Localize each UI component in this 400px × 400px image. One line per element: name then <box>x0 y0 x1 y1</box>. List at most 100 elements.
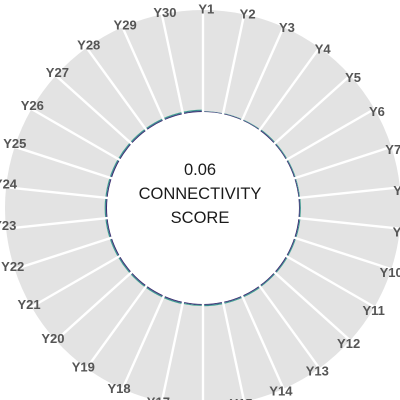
bar-Y1-series-1 <box>203 111 224 115</box>
separator-25 <box>12 145 114 180</box>
bar-Y12-series-3 <box>260 273 276 288</box>
tick-label-Y20: Y20 <box>41 331 64 346</box>
bar-Y5-series-1 <box>274 143 287 160</box>
data-bars <box>104 109 301 307</box>
center-title-line2: SCORE <box>170 209 230 227</box>
bar-Y17-series-1 <box>163 295 184 303</box>
track-Y28 <box>86 27 164 131</box>
bar-Y5-series-2 <box>274 142 288 160</box>
track-Y11 <box>274 256 375 341</box>
bar-Y20-series-1 <box>119 256 132 273</box>
track-Y23 <box>4 187 108 229</box>
bar-Y9-series-1 <box>294 218 300 238</box>
track-Y1 <box>203 10 245 115</box>
track-Y10 <box>286 237 392 307</box>
track-Y26 <box>31 75 132 160</box>
bar-Y21-series-3 <box>109 238 119 258</box>
bar-Y9-series-3 <box>295 218 301 239</box>
tick-label-Y29: Y29 <box>114 17 137 32</box>
center-title-line1: CONNECTIVITY <box>138 185 262 203</box>
separator-4 <box>257 45 322 132</box>
separator-28 <box>84 45 149 132</box>
separator-15 <box>221 300 246 400</box>
separator-12 <box>272 270 353 343</box>
separator-14 <box>240 294 286 392</box>
separator-17 <box>160 300 185 400</box>
bar-Y11-series-1 <box>274 256 287 273</box>
bar-Y16-series-3 <box>182 303 203 307</box>
bar-Y16-series-1 <box>182 301 203 305</box>
bar-Y22-series-2 <box>105 218 111 239</box>
bar-Y29-series-1 <box>163 113 184 121</box>
bar-Y21-series-1 <box>110 237 120 257</box>
bar-Y27-series-3 <box>129 128 146 143</box>
track-Y22 <box>6 218 112 270</box>
bar-Y11-series-2 <box>275 256 288 274</box>
bar-Y7-series-2 <box>294 177 300 198</box>
separator-30 <box>160 12 185 116</box>
bar-Y30-series-2 <box>182 110 203 114</box>
separator-8 <box>297 186 400 200</box>
bar-Y26-series-2 <box>118 142 131 160</box>
track-Y20 <box>31 256 132 341</box>
separator-29 <box>120 24 166 122</box>
track-Y6 <box>286 109 392 179</box>
bar-Y3-series-1 <box>242 119 260 131</box>
track-Y30 <box>161 10 203 115</box>
track-Y16 <box>162 301 203 400</box>
bar-Y8-series-1 <box>298 197 300 219</box>
bar-Y20-series-2 <box>118 256 131 274</box>
bar-Y30-series-1 <box>182 110 203 115</box>
bar-Y14-series-3 <box>223 297 243 304</box>
bar-Y27-series-1 <box>130 129 147 144</box>
bar-Y10-series-2 <box>286 237 296 257</box>
bar-Y6-series-1 <box>286 159 296 179</box>
bar-Y11-series-3 <box>275 256 288 274</box>
separator-21 <box>29 254 122 310</box>
bar-Y10-series-3 <box>287 238 297 257</box>
tick-label-Y10: Y10 <box>380 265 400 280</box>
bar-Y8-series-3 <box>299 197 301 219</box>
center-hole <box>108 113 298 303</box>
tick-label-Y3: Y3 <box>279 20 295 35</box>
bar-Y13-series-3 <box>242 286 261 298</box>
separator-7 <box>292 145 394 180</box>
separator-10 <box>292 236 394 271</box>
category-tracks <box>4 10 400 400</box>
track-Y3 <box>242 27 320 131</box>
tick-label-Y25: Y25 <box>3 136 26 151</box>
bar-Y22-series-3 <box>105 218 111 239</box>
tick-label-Y19: Y19 <box>72 360 95 375</box>
bar-Y20-series-3 <box>117 256 131 274</box>
track-Y21 <box>14 237 120 307</box>
track-Y7 <box>294 146 400 198</box>
tick-label-Y11: Y11 <box>362 303 384 318</box>
bar-Y23-series-2 <box>105 197 107 219</box>
bar-Y29-series-2 <box>163 112 183 120</box>
bar-Y13-series-2 <box>242 286 261 298</box>
bar-Y4-series-2 <box>259 129 276 144</box>
track-Y27 <box>55 47 147 144</box>
bar-Y28-series-2 <box>145 118 164 130</box>
separator-5 <box>272 73 353 146</box>
bar-Y8-series-2 <box>299 197 301 219</box>
bar-Y26-series-1 <box>119 143 132 160</box>
tick-label-Y5: Y5 <box>345 70 361 85</box>
tick-label-Y1: Y1 <box>198 2 214 17</box>
tick-label-Y24: Y24 <box>0 176 18 191</box>
bar-Y27-series-2 <box>130 129 147 144</box>
track-Y8 <box>298 187 400 229</box>
tick-label-Y22: Y22 <box>1 259 24 274</box>
tick-label-Y14: Y14 <box>269 384 293 399</box>
bar-Y19-series-1 <box>130 272 147 287</box>
tick-label-Y15: Y15 <box>230 396 253 400</box>
separator-27 <box>53 73 134 146</box>
bar-Y15-series-1 <box>203 301 224 305</box>
track-Y2 <box>222 14 284 121</box>
track-Y24 <box>6 146 112 198</box>
tick-label-Y17: Y17 <box>147 394 170 400</box>
bar-Y25-series-2 <box>110 159 119 179</box>
